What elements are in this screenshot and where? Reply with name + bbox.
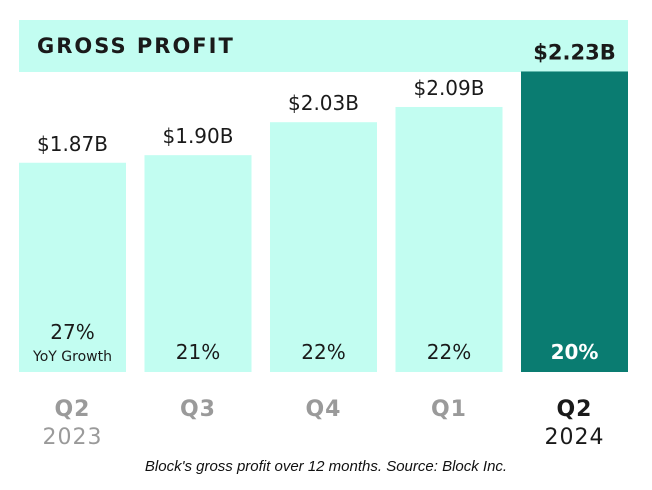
value-label-1: $1.87B xyxy=(37,132,108,156)
category-label-1-1: Q2 xyxy=(54,397,90,422)
category-label-2-1: Q3 xyxy=(180,397,216,422)
value-label-4: $2.09B xyxy=(414,76,485,100)
yoy-growth-4: 22% xyxy=(427,340,471,364)
chart-title: GROSS PROFIT xyxy=(37,34,235,58)
bar-1 xyxy=(19,162,126,372)
yoy-growth-1: 27% xyxy=(50,320,94,344)
category-label-5-1: Q2 xyxy=(556,397,592,422)
category-label-3-1: Q4 xyxy=(305,397,341,422)
bar-3 xyxy=(270,122,377,372)
category-label-5-2: 2024 xyxy=(545,425,605,450)
category-label-4-1: Q1 xyxy=(431,397,467,422)
title-band: GROSS PROFIT xyxy=(19,20,628,72)
yoy-growth-3: 22% xyxy=(301,340,345,364)
bar-2 xyxy=(144,155,252,372)
yoy-growth-5: 20% xyxy=(551,340,599,364)
bar-5 xyxy=(521,71,628,373)
bar-chart: $1.87B 27% YoY Growth Q2 2023 $1.90B 21% Q3 $2.0… xyxy=(19,40,628,450)
value-label-2: $1.90B xyxy=(163,124,234,148)
yoy-growth-label: YoY Growth xyxy=(32,349,112,365)
bar-4 xyxy=(395,106,503,372)
value-label-3: $2.03B xyxy=(288,91,359,115)
chart-caption: Block's gross profit over 12 months. Sou… xyxy=(144,458,508,475)
yoy-growth-2: 21% xyxy=(176,340,220,364)
category-label-1-2: 2023 xyxy=(43,425,103,450)
value-label-5: $2.23B xyxy=(533,40,615,64)
